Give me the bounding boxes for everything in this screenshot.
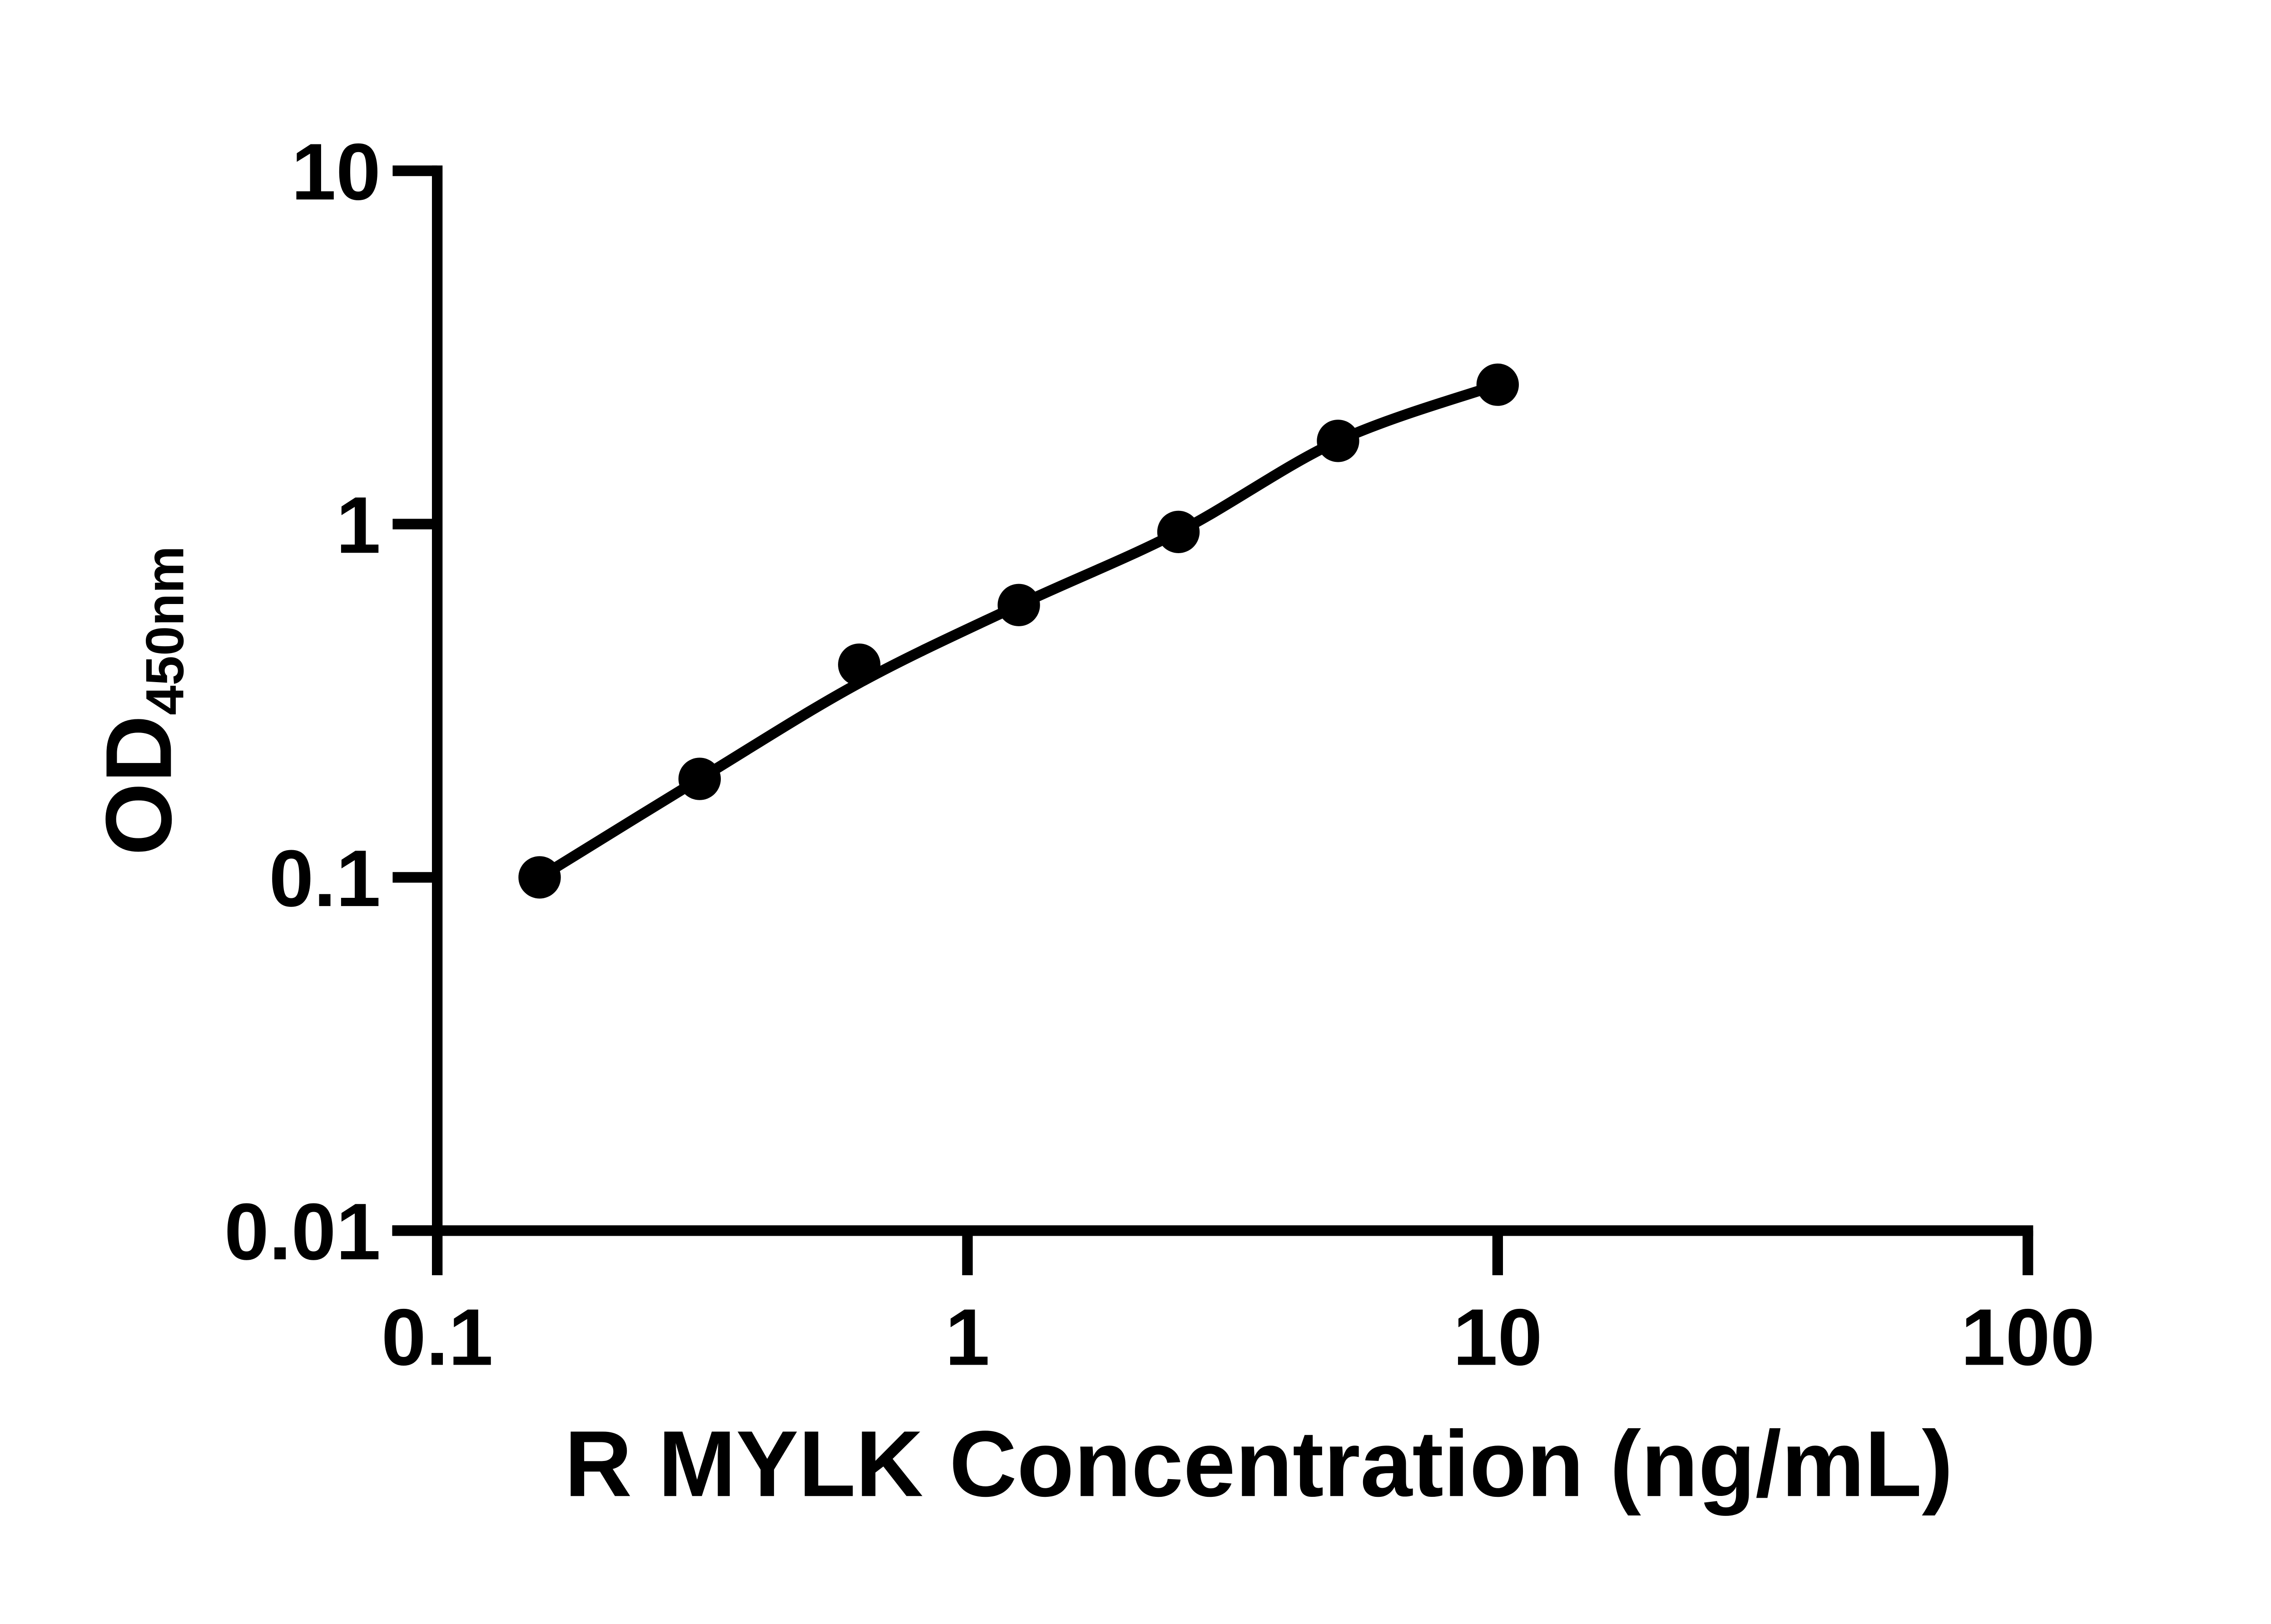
y-tick-label-10: 10 [291, 127, 381, 217]
data-point-1.25 [997, 584, 1040, 626]
data-point-2.5 [1157, 510, 1200, 553]
x-tick-label-10: 10 [1453, 1292, 1542, 1382]
y-tick-label-0.01: 0.01 [224, 1187, 381, 1277]
x-tick-labels: 0.1 1 10 100 [382, 1292, 2095, 1382]
axes [392, 165, 2033, 1276]
x-axis-title: R MYLK Concentration (ng/mL) [565, 1411, 1953, 1516]
data-point-10 [1476, 363, 1519, 406]
x-tick-label-100: 100 [1961, 1292, 2095, 1382]
y-tick-label-0.1: 0.1 [269, 833, 381, 923]
y-axis-title-main: OD [86, 715, 191, 856]
fit-curve [534, 379, 1503, 883]
y-axis-title-subscript: 450nm [135, 546, 195, 715]
data-point-0.156 [518, 856, 561, 899]
data-points-layer [518, 363, 1519, 899]
x-tick-label-0.1: 0.1 [382, 1292, 493, 1382]
y-tick-label-1: 1 [336, 480, 381, 570]
y-tick-labels: 0.01 0.1 1 10 [224, 127, 381, 1277]
data-point-0.3125 [678, 758, 721, 800]
y-axis-title: OD450nm [86, 546, 194, 856]
fit-curve-layer [534, 379, 1503, 883]
x-tick-label-1: 1 [945, 1292, 990, 1382]
data-point-5 [1317, 420, 1359, 462]
data-point-0.625 [838, 643, 881, 686]
